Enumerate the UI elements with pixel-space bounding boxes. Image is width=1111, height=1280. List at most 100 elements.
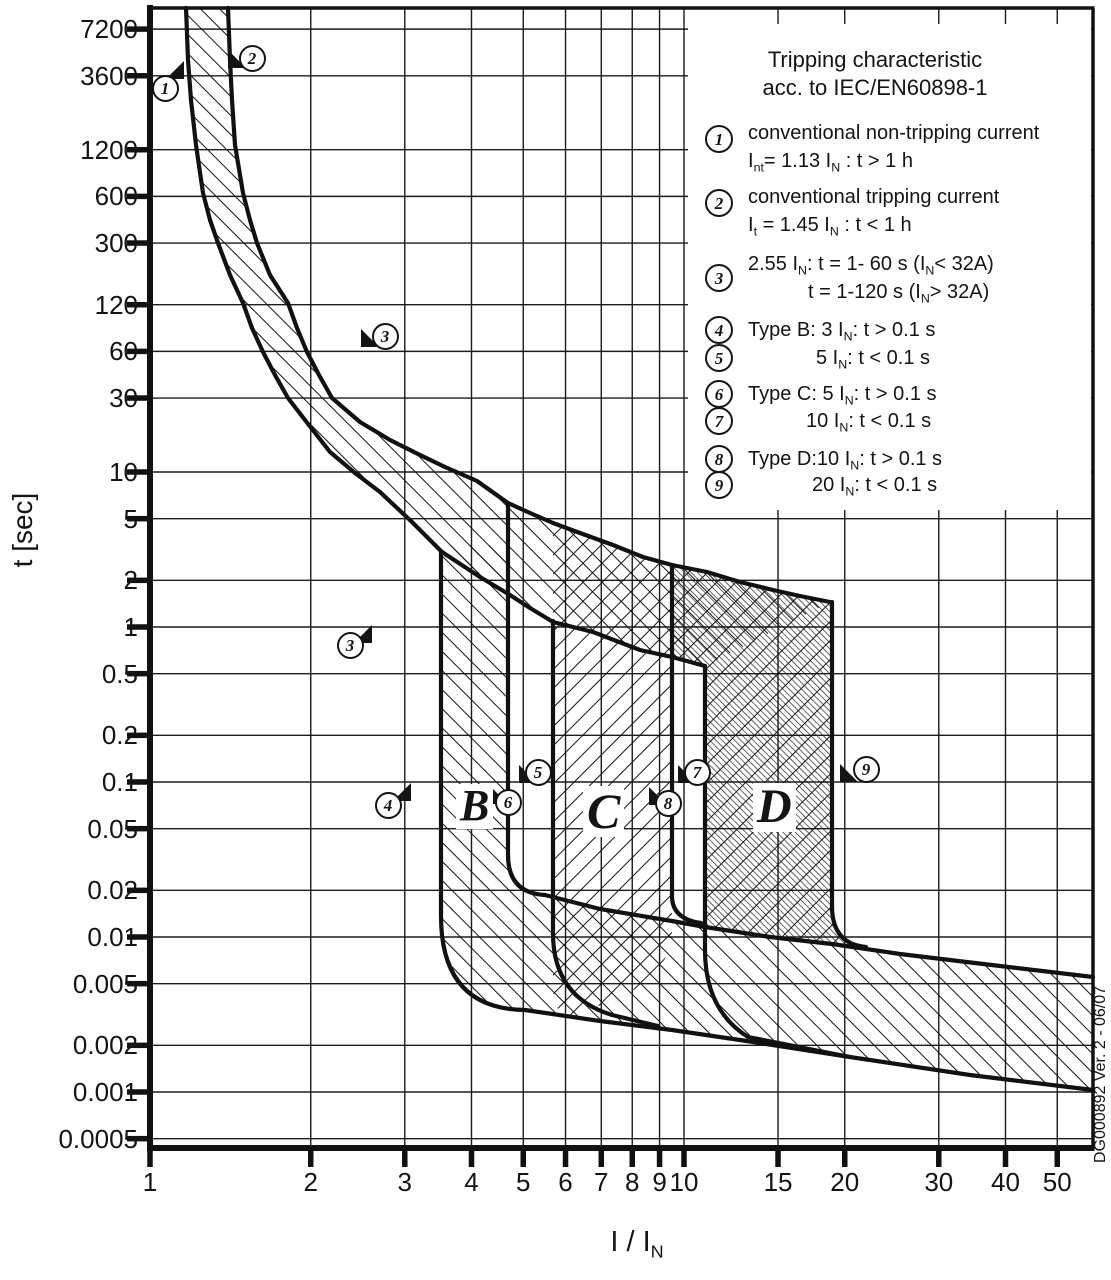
chart-marker-3: 3 [336,631,364,659]
x-tick-label: 9 [652,1167,667,1197]
y-tick-label: 0.02 [87,875,138,906]
subscript: N [839,420,849,435]
y-tick-label: 600 [94,181,138,212]
y-tick-label: 300 [94,228,138,259]
text-run: 5 I [816,347,839,369]
chart-marker-7: 7 [683,758,711,786]
legend-number-4: 4 [705,316,733,344]
chart-marker-9: 9 [852,755,880,783]
type-d-band-crosshatch [672,565,864,949]
legend-item-text-6: Type C: 5 IN: t > 0.1 s [748,381,937,413]
legend-title-line1: Tripping characteristic [767,47,983,72]
legend-item-text: t = 1-120 s (IN> 32A) [808,279,989,311]
subscript: N [850,458,860,473]
y-tick-label: 0.05 [87,813,138,844]
text-run: I / I [610,1226,651,1258]
text-run: : t < 0.1 s [854,474,938,496]
y-tick-label: 0.002 [72,1030,138,1061]
subscript: N [838,357,848,372]
text-run: Type C: 5 I [748,383,845,405]
band-label-C: C [583,786,625,837]
legend-number-7: 7 [705,407,733,435]
band-label-B: B [456,783,494,829]
text-run: : t > 0.1 s [853,383,937,405]
legend-item-text-2: conventional tripping current [748,184,999,210]
y-tick-label: 0.1 [101,767,138,797]
axis-tick-marks [127,26,1060,1167]
chart-marker-8: 8 [654,789,682,817]
y-tick-label: 10 [109,457,138,487]
text-run: : t > 0.1 s [852,319,936,341]
legend-number-6: 6 [705,380,733,408]
x-tick-label: 10 [669,1167,699,1197]
legend-item-text-1: conventional non-tripping current [748,120,1039,146]
x-tick-label: 30 [924,1167,954,1197]
x-tick-label: 20 [830,1167,860,1197]
text-run: 2.55 I [748,253,799,275]
legend-number-3: 3 [705,264,733,292]
subscript: N [798,263,807,278]
y-tick-label: 5 [123,503,138,534]
text-run: I [748,214,754,236]
text-run: < 32A) [934,253,994,275]
legend-number-2: 2 [705,189,733,217]
y-tick-label: 0.01 [87,922,138,952]
magnetic-trip-bottom-band [441,857,1093,1090]
text-run: : t < 0.1 s [847,347,931,369]
band-boundary-curves [183,5,1096,1093]
y-tick-label: 0.0005 [58,1123,138,1154]
y-tick-label: 0.005 [72,968,138,999]
chart-marker-6: 6 [494,788,522,816]
text-run: = 1.45 I [757,214,830,236]
text-run: Type B: 3 I [748,319,844,341]
document-code: DG000892 Ver. 2 - 06/07 [1092,985,1109,1163]
text-run: t = 1-120 s (I [808,281,921,303]
text-run: : t = 1- 60 s (I [807,253,926,275]
legend-item-text-9: 20 IN: t < 0.1 s [812,472,937,504]
y-tick-label: 3600 [80,60,138,91]
text-run: I [748,150,754,172]
text-run: > 32A) [929,281,990,303]
legend-item-text: Int= 1.13 IN : t > 1 h [748,148,913,180]
x-tick-label: 5 [516,1167,531,1197]
text-run: : t > 0.1 s [859,448,943,470]
subscript: t [753,224,758,239]
marker-wedge-1 [166,61,184,79]
x-tick-label: 2 [303,1167,318,1197]
x-tick-label: 3 [397,1167,413,1197]
chart-marker-3: 3 [371,322,399,350]
text-run: conventional non-tripping current [748,122,1040,144]
x-tick-label: 7 [594,1167,609,1197]
y-tick-label: 1 [123,612,138,642]
legend-number-8: 8 [705,445,733,473]
legend-item-text-5: 5 IN: t < 0.1 s [816,345,930,377]
subscript: N [829,224,839,239]
subscript: N [843,329,853,344]
chart-marker-2: 2 [238,44,266,72]
text-run: = 1.13 I [763,150,832,172]
x-tick-label: 4 [464,1167,479,1197]
chart-marker-4: 4 [374,791,402,819]
x-tick-label: 50 [1042,1167,1072,1197]
legend-panel [688,24,1091,510]
y-tick-label: 60 [109,336,138,367]
text-run: Type D:10 I [748,448,851,470]
y-tick-label: 0.001 [72,1077,138,1107]
subscript: N [845,484,855,499]
subscript: nt [753,160,764,175]
legend-item-text-7: 10 IN: t < 0.1 s [806,408,931,440]
legend-item-text-4: Type B: 3 IN: t > 0.1 s [748,317,935,349]
text-run: : t > 1 h [840,150,913,172]
y-tick-label: 0.5 [101,658,138,689]
legend-item-text: It = 1.45 IN : t < 1 h [748,212,912,244]
legend-number-9: 9 [705,471,733,499]
subscript: N [925,263,935,278]
chart-marker-1: 1 [151,74,179,102]
text-run: : t < 1 h [838,214,912,236]
text-run: conventional tripping current [748,186,1000,208]
text-run: 10 I [806,410,840,432]
legend-item-text-3: 2.55 IN: t = 1- 60 s (IN< 32A) [748,251,994,283]
type-b-band [441,545,508,920]
text-run: : t < 0.1 s [848,410,932,432]
